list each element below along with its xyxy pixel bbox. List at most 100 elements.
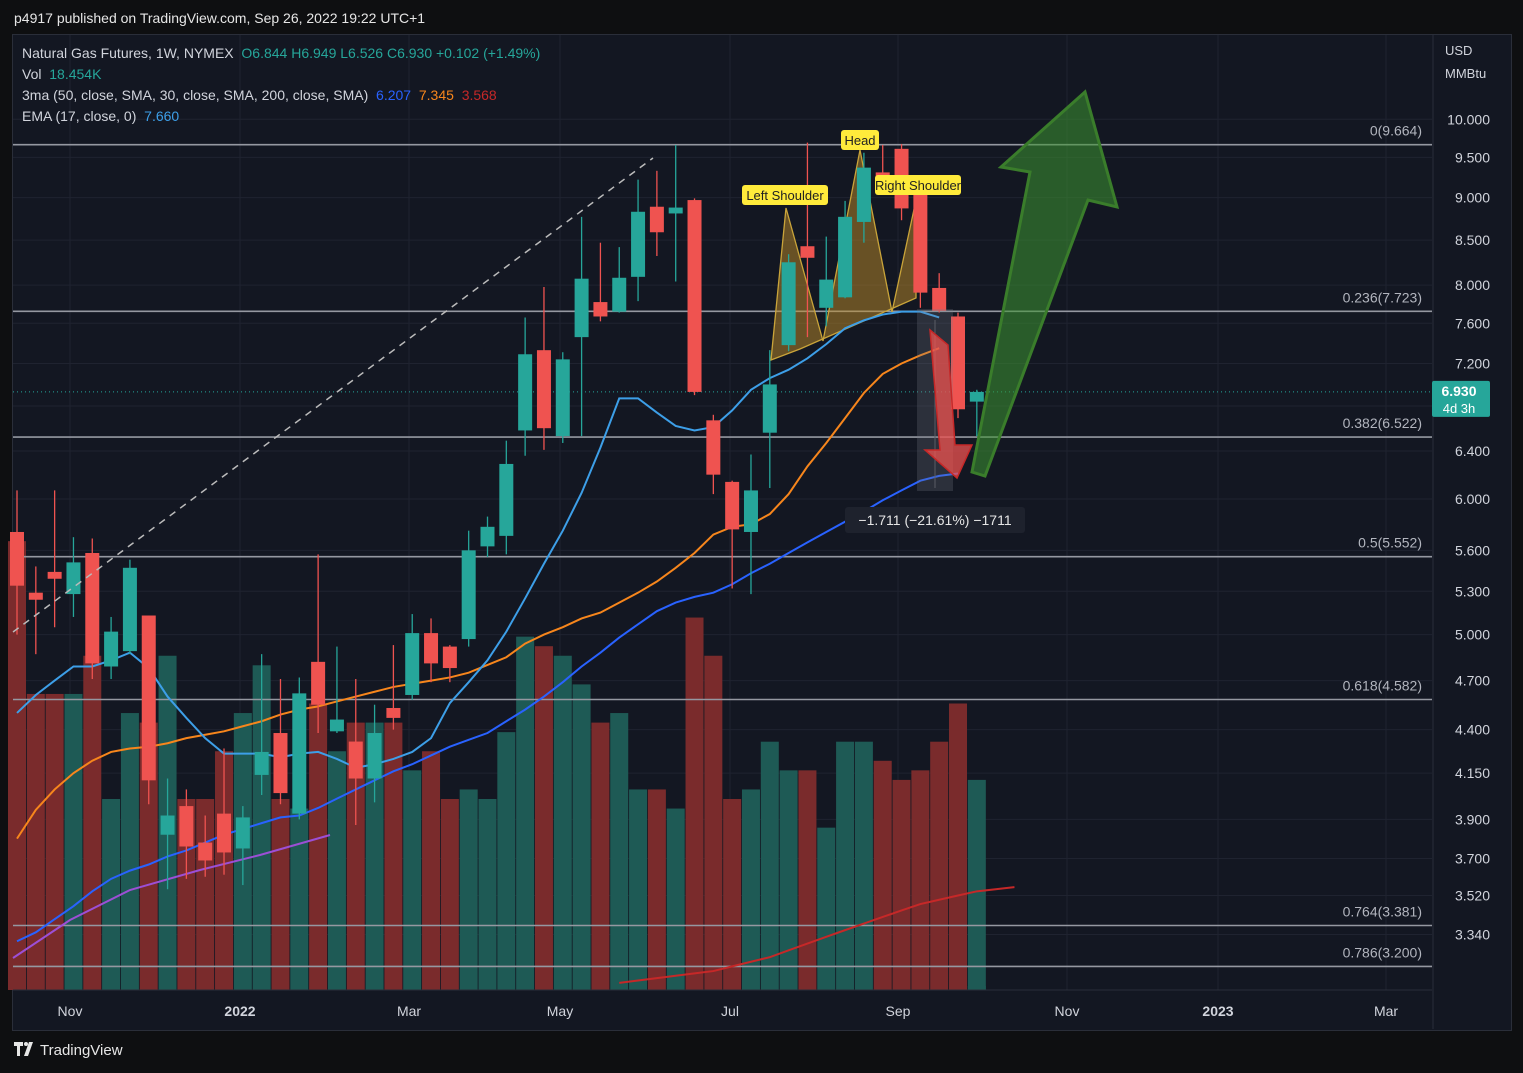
candle-body bbox=[838, 216, 853, 298]
fib-label: 0.382(6.522) bbox=[1343, 415, 1422, 431]
volume-bar bbox=[120, 713, 139, 990]
volume-bar bbox=[327, 751, 346, 990]
y-tick-label: 8.000 bbox=[1455, 277, 1490, 293]
y-tick-label: 3.700 bbox=[1455, 850, 1490, 866]
unit-label: MMBtu bbox=[1445, 66, 1486, 81]
x-tick-label: Nov bbox=[58, 1003, 83, 1019]
y-tick-label: 5.600 bbox=[1455, 542, 1490, 558]
volume-bar bbox=[252, 665, 271, 990]
fib-label: 0.5(5.552) bbox=[1358, 535, 1422, 551]
candle-body bbox=[856, 167, 871, 222]
x-tick-label: May bbox=[547, 1003, 573, 1019]
candle-body bbox=[631, 211, 646, 277]
volume-bar bbox=[591, 722, 610, 990]
volume-bar bbox=[403, 770, 422, 990]
fib-label: 0.764(3.381) bbox=[1343, 903, 1422, 919]
y-tick-label: 7.200 bbox=[1455, 355, 1490, 371]
fib-label: 0.618(4.582) bbox=[1343, 678, 1422, 694]
volume-bar bbox=[534, 646, 553, 990]
volume-bar bbox=[610, 713, 629, 990]
candle-body bbox=[386, 707, 401, 718]
ma200-line bbox=[619, 886, 1015, 984]
candle-body bbox=[913, 191, 928, 293]
legend-symbol: Natural Gas Futures, 1W, NYMEX bbox=[22, 45, 234, 61]
candle-body bbox=[593, 302, 608, 317]
down-arrow bbox=[923, 328, 974, 480]
volume-bar bbox=[647, 789, 666, 990]
candle-body bbox=[348, 741, 363, 779]
volume-bar bbox=[779, 770, 798, 990]
y-tick-label: 3.340 bbox=[1455, 927, 1490, 943]
candle-body bbox=[160, 815, 175, 835]
fib-label: 0(9.664) bbox=[1370, 123, 1422, 139]
fib-label: 0.786(3.200) bbox=[1343, 944, 1422, 960]
candle-body bbox=[198, 842, 213, 861]
x-tick-label: Mar bbox=[1374, 1003, 1398, 1019]
x-tick-label: 2022 bbox=[224, 1003, 255, 1019]
last-price: 6.930 bbox=[1441, 383, 1476, 399]
candle-body bbox=[235, 817, 250, 849]
up-arrow bbox=[970, 89, 1120, 478]
candle-body bbox=[819, 279, 834, 308]
candle-body bbox=[574, 278, 589, 338]
x-tick-label: Mar bbox=[397, 1003, 421, 1019]
legend-ema-label: EMA (17, close, 0) bbox=[22, 108, 137, 124]
legend-3ma-row: 3ma (50, close, SMA, 30, close, SMA, 200… bbox=[22, 87, 497, 103]
fibonacci-levels: 0(9.664) 0.236(7.723) 0.382(6.522) 0.5(5.55… bbox=[13, 123, 1432, 968]
legend-ma50-value: 6.207 bbox=[376, 87, 412, 103]
volume-bar bbox=[516, 636, 535, 990]
candle-body bbox=[461, 550, 476, 640]
y-tick-label: 4.400 bbox=[1455, 722, 1490, 738]
volume-bar bbox=[854, 741, 873, 990]
volume-bar bbox=[760, 741, 779, 990]
tradingview-brand[interactable]: TradingView bbox=[14, 1042, 123, 1059]
volume-bar bbox=[102, 799, 121, 990]
candle-body bbox=[612, 277, 627, 312]
ma30-line bbox=[16, 347, 940, 840]
candle-body bbox=[311, 661, 326, 705]
volume-bar bbox=[741, 789, 760, 990]
candle-body bbox=[932, 287, 947, 311]
volume-bar bbox=[177, 799, 196, 990]
x-tick-label: 2023 bbox=[1202, 1003, 1233, 1019]
candle-body bbox=[706, 420, 721, 475]
candle-body bbox=[28, 592, 43, 600]
legend-ema-row: EMA (17, close, 0) 7.660 bbox=[22, 108, 179, 124]
candle-body bbox=[518, 354, 533, 431]
candle-body bbox=[10, 531, 24, 586]
candle-body bbox=[179, 806, 194, 847]
volume-bar bbox=[26, 693, 45, 990]
legend-symbol-row: Natural Gas Futures, 1W, NYMEX O6.844 H6… bbox=[22, 45, 540, 61]
volume-bar bbox=[139, 722, 158, 990]
volume-bar bbox=[271, 799, 290, 990]
legend-vol-label: Vol bbox=[22, 66, 42, 82]
volume-bar bbox=[365, 722, 384, 990]
volume-bar bbox=[798, 770, 817, 990]
volume-bar bbox=[967, 779, 986, 990]
volume-bar bbox=[8, 541, 26, 990]
publish-header: p4917 published on TradingView.com, Sep … bbox=[0, 0, 1523, 34]
volume-bar bbox=[346, 722, 365, 990]
candle-body bbox=[405, 633, 420, 695]
volume-bar bbox=[478, 799, 497, 990]
bar-countdown: 4d 3h bbox=[1443, 401, 1476, 416]
candle-body bbox=[273, 733, 288, 794]
footer bbox=[0, 1030, 1523, 1073]
legend-ohlc: O6.844 H6.949 L6.526 C6.930 +0.102 (+1.4… bbox=[241, 45, 541, 61]
fib-label: 0.236(7.723) bbox=[1343, 289, 1422, 305]
axis-background bbox=[1432, 35, 1510, 990]
volume-bar bbox=[45, 693, 64, 990]
y-tick-label: 5.000 bbox=[1455, 627, 1490, 643]
y-tick-label: 10.000 bbox=[1447, 111, 1490, 127]
time-axis: Nov 2022 Mar May Jul Sep Nov 2023 Mar bbox=[13, 989, 1432, 1019]
volume-bar bbox=[629, 789, 648, 990]
ma50-line bbox=[16, 472, 959, 943]
measure-label-box bbox=[845, 507, 1025, 533]
volume-bar bbox=[440, 799, 459, 990]
last-price-badge bbox=[1432, 380, 1490, 417]
candle-body bbox=[499, 463, 514, 536]
volume-bar bbox=[309, 703, 328, 990]
volume-bars bbox=[8, 541, 986, 990]
volume-bar bbox=[666, 808, 685, 990]
